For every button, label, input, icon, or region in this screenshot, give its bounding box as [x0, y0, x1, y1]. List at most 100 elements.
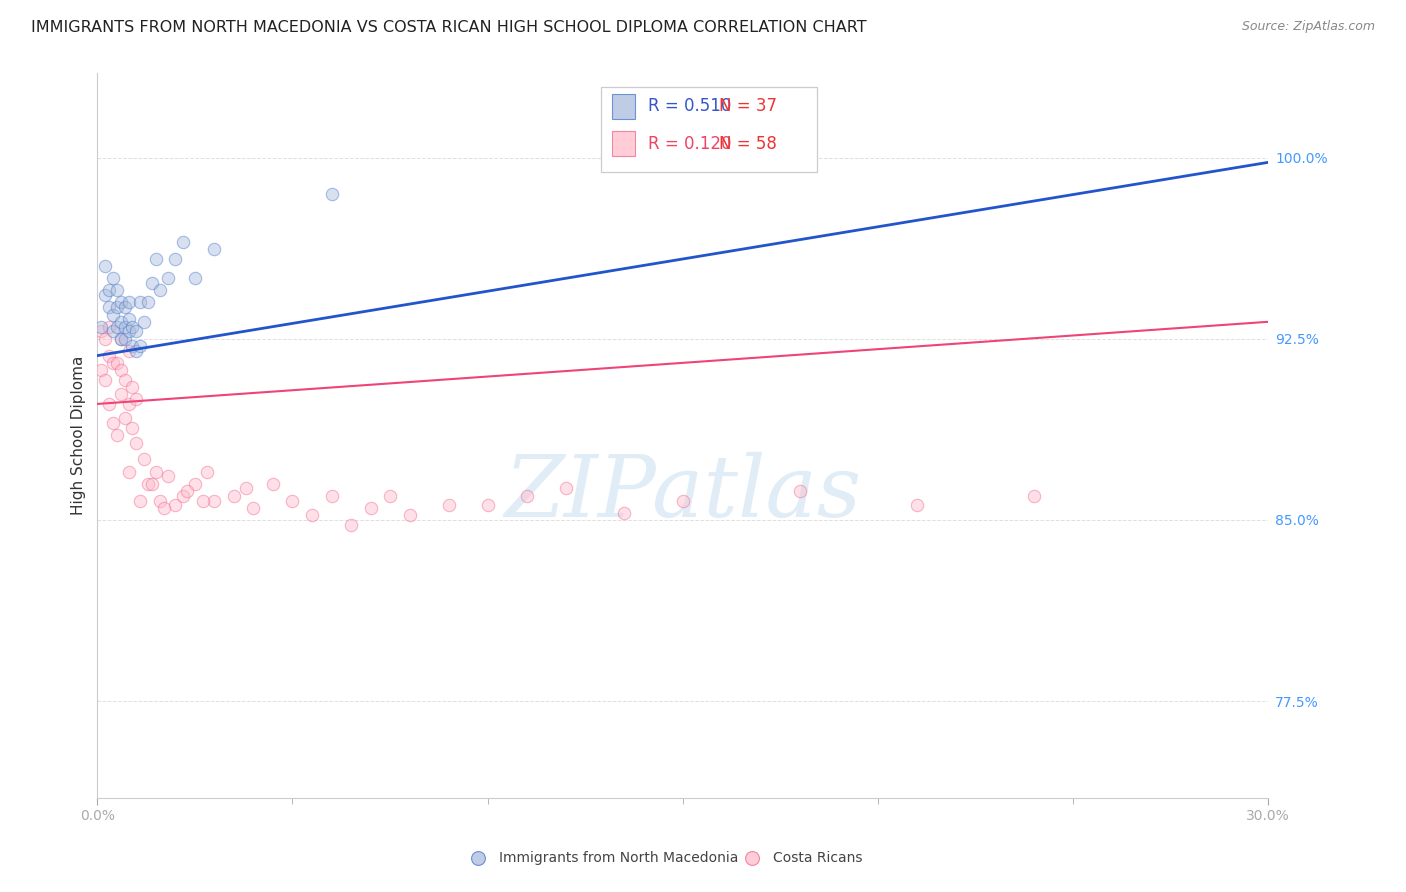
- Point: [110, 295, 132, 310]
- Point: [195, 465, 218, 479]
- Point: [129, 295, 152, 310]
- Point: [149, 493, 172, 508]
- Point: [125, 392, 148, 406]
- Point: [340, 517, 363, 532]
- Point: [121, 421, 143, 435]
- Point: [242, 500, 264, 515]
- Text: Immigrants from North Macedonia: Immigrants from North Macedonia: [499, 851, 738, 865]
- Y-axis label: High School Diploma: High School Diploma: [72, 356, 86, 515]
- Point: [141, 276, 163, 290]
- Point: [114, 319, 136, 334]
- Point: [114, 411, 136, 425]
- Point: [152, 500, 174, 515]
- Point: [204, 243, 226, 257]
- Point: [136, 476, 159, 491]
- Point: [105, 284, 128, 298]
- Point: [1022, 489, 1045, 503]
- FancyBboxPatch shape: [600, 87, 817, 172]
- Point: [360, 500, 382, 515]
- Point: [90, 325, 112, 339]
- Point: [204, 493, 226, 508]
- Point: [110, 387, 132, 401]
- Point: [117, 295, 139, 310]
- Point: [134, 315, 156, 329]
- Point: [117, 325, 139, 339]
- Point: [101, 308, 124, 322]
- Point: [184, 271, 207, 285]
- Point: [172, 235, 194, 249]
- Point: [117, 343, 139, 358]
- Point: [176, 483, 198, 498]
- Point: [905, 499, 928, 513]
- Text: N = 37: N = 37: [720, 97, 778, 115]
- Point: [101, 271, 124, 285]
- Point: [94, 373, 117, 387]
- Text: IMMIGRANTS FROM NORTH MACEDONIA VS COSTA RICAN HIGH SCHOOL DIPLOMA CORRELATION C: IMMIGRANTS FROM NORTH MACEDONIA VS COSTA…: [31, 20, 866, 35]
- Point: [235, 482, 257, 496]
- Point: [98, 349, 121, 363]
- Point: [98, 319, 121, 334]
- Point: [125, 343, 148, 358]
- Point: [398, 508, 420, 522]
- Text: R = 0.120: R = 0.120: [648, 135, 731, 153]
- Point: [129, 493, 152, 508]
- Point: [117, 397, 139, 411]
- Point: [90, 319, 112, 334]
- FancyBboxPatch shape: [612, 131, 636, 156]
- Point: [101, 325, 124, 339]
- Point: [129, 339, 152, 353]
- Point: [437, 499, 460, 513]
- Point: [145, 465, 167, 479]
- Point: [98, 397, 121, 411]
- Point: [114, 373, 136, 387]
- Point: [172, 489, 194, 503]
- Point: [105, 319, 128, 334]
- Point: [789, 483, 811, 498]
- Point: [114, 301, 136, 315]
- Point: [262, 476, 284, 491]
- Point: [101, 356, 124, 370]
- Point: [156, 271, 179, 285]
- Point: [94, 332, 117, 346]
- Point: [117, 465, 139, 479]
- Point: [101, 416, 124, 430]
- Point: [165, 252, 187, 266]
- Point: [121, 319, 143, 334]
- Point: [554, 482, 576, 496]
- Point: [94, 259, 117, 273]
- Text: N = 58: N = 58: [720, 135, 778, 153]
- Point: [94, 288, 117, 302]
- Point: [222, 489, 245, 503]
- Point: [165, 499, 187, 513]
- Point: [117, 312, 139, 326]
- Point: [134, 452, 156, 467]
- Point: [613, 506, 636, 520]
- Point: [149, 284, 172, 298]
- Point: [156, 469, 179, 483]
- Point: [110, 363, 132, 377]
- Point: [110, 315, 132, 329]
- Point: [516, 489, 538, 503]
- Point: [672, 493, 695, 508]
- Point: [141, 476, 163, 491]
- Point: [98, 284, 121, 298]
- Point: [145, 252, 167, 266]
- Point: [98, 301, 121, 315]
- Point: [105, 428, 128, 442]
- Point: [110, 332, 132, 346]
- Point: [125, 325, 148, 339]
- Point: [121, 339, 143, 353]
- Point: [378, 489, 401, 503]
- FancyBboxPatch shape: [612, 94, 636, 119]
- Point: [110, 332, 132, 346]
- Point: [136, 295, 159, 310]
- Point: [121, 380, 143, 394]
- Point: [281, 493, 304, 508]
- Point: [114, 332, 136, 346]
- Point: [321, 489, 343, 503]
- Point: [105, 356, 128, 370]
- Text: Costa Ricans: Costa Ricans: [773, 851, 863, 865]
- Text: R = 0.510: R = 0.510: [648, 97, 731, 115]
- Point: [321, 186, 343, 201]
- Point: [125, 435, 148, 450]
